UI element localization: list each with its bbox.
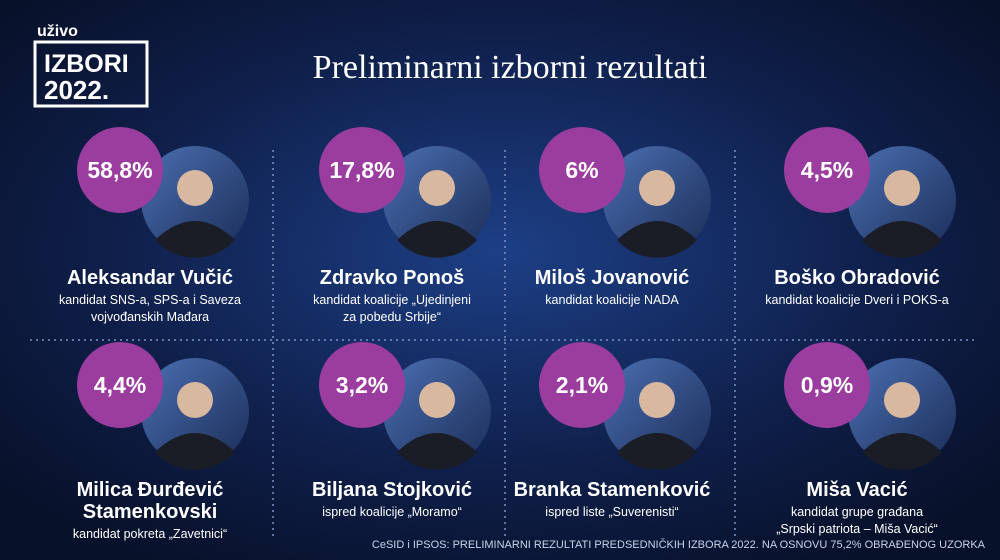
candidate-description: kandidat grupe građana	[791, 505, 923, 519]
photo-head	[177, 382, 213, 418]
photo-body	[155, 433, 235, 470]
percent: 4,4%	[94, 372, 146, 398]
photo-body	[862, 433, 942, 470]
candidate-card: 0,9% Miša Vacić kandidat grupe građana „Srp…	[776, 342, 956, 536]
photo-body	[617, 221, 697, 258]
photo-body	[617, 433, 697, 470]
percent: 4,5%	[801, 157, 853, 183]
percent: 6%	[565, 157, 598, 183]
candidate-name: Biljana Stojković	[312, 479, 472, 501]
dividers	[30, 150, 975, 540]
badge: uživo IZBORI 2022.	[33, 23, 149, 108]
percent-badge	[784, 342, 870, 428]
photo-body	[155, 221, 235, 258]
candidate-name: Aleksandar Vučić	[67, 267, 233, 289]
candidate-description: kandidat SNS-a, SPS-a i Saveza	[59, 293, 241, 307]
photo-body	[397, 221, 477, 258]
candidate-name: Miša Vacić	[806, 479, 907, 501]
photo-head	[419, 382, 455, 418]
percent: 2,1%	[556, 372, 608, 398]
photo-head	[419, 170, 455, 206]
candidate-card: 17,8% Zdravko Ponoš kandidat koalicije „Uj…	[313, 127, 491, 324]
photo-head	[884, 382, 920, 418]
title: Preliminarni izborni rezultati	[313, 49, 708, 86]
photo-head	[639, 382, 675, 418]
photo-head	[639, 170, 675, 206]
candidate-card: 2,1% Branka Stamenković ispred liste „Suve…	[514, 342, 711, 519]
candidate-name: Milica Đurđević	[77, 479, 224, 501]
candidate-description: ispred koalicije „Moramo“	[322, 505, 462, 519]
candidate-description: vojvođanskih Mađara	[91, 310, 209, 324]
candidate-card: 3,2% Biljana Stojković ispred koalicije „M…	[312, 342, 491, 519]
candidate-description: „Srpski patriota – Miša Vacić“	[776, 522, 938, 536]
percent-badge	[77, 342, 163, 428]
percent-badge	[539, 127, 625, 213]
badge-line2: 2022.	[44, 75, 109, 105]
photo-head	[177, 170, 213, 206]
candidate-name: Boško Obradović	[774, 267, 940, 289]
candidate-description: kandidat koalicije „Ujedinjeni	[313, 293, 471, 307]
live-label: uživo	[37, 23, 78, 40]
candidate-name: Zdravko Ponoš	[320, 267, 464, 289]
percent: 3,2%	[336, 372, 388, 398]
percent: 0,9%	[801, 372, 853, 398]
percent-badge	[539, 342, 625, 428]
candidate-name: Branka Stamenković	[514, 479, 711, 501]
percent: 58,8%	[87, 157, 152, 183]
percent-badge	[319, 342, 405, 428]
percent-badge	[77, 127, 163, 213]
percent: 17,8%	[329, 157, 394, 183]
photo-body	[397, 433, 477, 470]
candidate-description: kandidat koalicije NADA	[545, 293, 679, 307]
candidate-name: Stamenkovski	[83, 501, 218, 523]
percent-badge	[784, 127, 870, 213]
footer: CeSID i IPSOS: PRELIMINARNI REZULTATI PR…	[372, 538, 986, 551]
badge-frame	[33, 40, 149, 108]
candidate-description: kandidat pokreta „Zavetnici“	[73, 527, 227, 541]
percent-badge	[319, 127, 405, 213]
badge-line1: IZBORI	[44, 50, 129, 78]
photo-head	[884, 170, 920, 206]
candidate-card: 4,5% Boško Obradović kandidat koalicije Dv…	[765, 127, 956, 307]
candidate-name: Miloš Jovanović	[535, 267, 690, 289]
photo-body	[862, 221, 942, 258]
candidate-card: 58,8% Aleksandar Vučić kandidat SNS-a, SPS…	[59, 127, 249, 324]
candidate-description: kandidat koalicije Dveri i POKS-a	[765, 293, 948, 307]
candidate-description: ispred liste „Suverenisti“	[545, 505, 678, 519]
candidate-card: 6% Miloš Jovanović kandidat koalicije NADA	[535, 127, 711, 307]
candidate-description: za pobedu Srbije“	[343, 310, 441, 324]
